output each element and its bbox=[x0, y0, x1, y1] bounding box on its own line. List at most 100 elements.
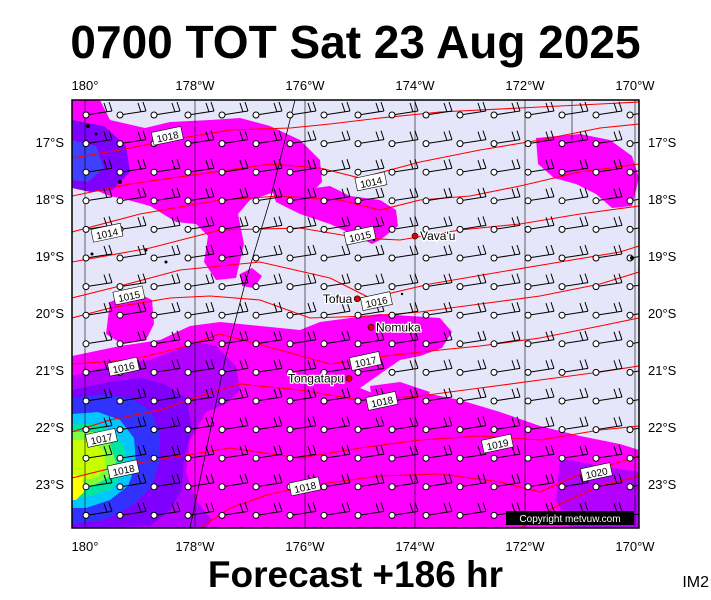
wind-barb bbox=[82, 502, 113, 519]
wind-barb bbox=[422, 273, 453, 291]
svg-text:1014: 1014 bbox=[359, 176, 383, 191]
wind-barb bbox=[320, 159, 351, 176]
wind-barb bbox=[524, 473, 555, 491]
wind-barb bbox=[456, 359, 487, 376]
lat-axis-right: 17°S 18°S 19°S 20°S 21°S 22°S 23°S bbox=[648, 135, 677, 492]
place-name: Vava'u bbox=[420, 229, 455, 243]
place-name: Tongatapu bbox=[288, 372, 344, 386]
isobar-label: 1015 bbox=[343, 225, 377, 246]
lat-label-left: 19°S bbox=[36, 249, 65, 264]
isobar-label: 1018 bbox=[151, 125, 184, 146]
wind-barb bbox=[626, 454, 639, 462]
rain-shading bbox=[72, 100, 639, 528]
wind-barb bbox=[252, 187, 283, 205]
wind-barb bbox=[116, 416, 147, 434]
wind-barb bbox=[320, 302, 351, 319]
wind-barb bbox=[82, 330, 113, 348]
wind-barb bbox=[456, 130, 487, 148]
wind-barb bbox=[626, 168, 639, 176]
lon-label-bottom: 178°W bbox=[175, 539, 215, 554]
wind-barb bbox=[184, 273, 215, 291]
wind-barb bbox=[184, 387, 215, 405]
wind-barb bbox=[388, 273, 419, 291]
isobar-label: 1014 bbox=[90, 222, 124, 243]
wind-barb bbox=[456, 473, 487, 491]
lat-label-left: 21°S bbox=[36, 363, 65, 378]
wind-barb bbox=[354, 330, 385, 348]
wind-barb bbox=[558, 216, 589, 233]
wind-barb bbox=[286, 387, 317, 405]
wind-barb bbox=[252, 473, 283, 491]
wind-barb bbox=[626, 311, 639, 319]
wind-barb bbox=[524, 416, 555, 434]
wind-barb bbox=[218, 445, 249, 462]
wind-barb bbox=[558, 416, 589, 434]
lon-label-bottom: 180° bbox=[72, 539, 99, 554]
lat-label-right: 22°S bbox=[648, 420, 677, 435]
svg-text:1019: 1019 bbox=[486, 438, 510, 453]
wind-barb bbox=[218, 502, 249, 519]
wind-barb bbox=[82, 187, 113, 205]
wind-barb bbox=[286, 416, 317, 434]
wind-barb bbox=[82, 416, 113, 434]
wind-barb bbox=[422, 187, 453, 205]
wind-barb bbox=[626, 197, 639, 205]
wind-barb bbox=[592, 302, 623, 319]
wind-barb bbox=[354, 416, 385, 434]
wind-barb bbox=[626, 426, 639, 434]
wind-barb bbox=[422, 359, 453, 376]
wind-barb bbox=[184, 302, 215, 319]
wind-barb bbox=[320, 187, 351, 205]
wind-barb bbox=[456, 387, 487, 405]
wind-barb bbox=[456, 502, 487, 519]
wind-barb bbox=[218, 101, 249, 119]
wind-barb bbox=[490, 387, 521, 405]
wind-barb bbox=[592, 416, 623, 434]
wind-barb bbox=[218, 359, 249, 376]
map-title: 0700 TOT Sat 23 Aug 2025 bbox=[70, 16, 641, 68]
place-labels: Vava'u Tofua Nomuka Tongatapu bbox=[287, 228, 457, 387]
lon-label-top: 170°W bbox=[615, 78, 655, 93]
svg-text:1016: 1016 bbox=[365, 295, 389, 310]
wind-barb bbox=[184, 445, 215, 462]
wind-barb bbox=[218, 387, 249, 405]
wind-barb bbox=[388, 187, 419, 205]
wind-barb bbox=[320, 273, 351, 291]
isobar-label: 1018 bbox=[365, 391, 399, 411]
wind-barb bbox=[116, 302, 147, 319]
wind-barb bbox=[558, 187, 589, 205]
lat-axis-left: 17°S 18°S 19°S 20°S 21°S 22°S 23°S bbox=[36, 135, 65, 492]
map-frame bbox=[71, 99, 640, 529]
wind-barb bbox=[150, 416, 181, 434]
wind-barb bbox=[490, 216, 521, 233]
wind-barb bbox=[252, 216, 283, 233]
wind-barb bbox=[592, 130, 623, 148]
isobar-label: 1020 bbox=[580, 462, 613, 482]
svg-text:1015: 1015 bbox=[348, 230, 372, 245]
wind-barb bbox=[354, 130, 385, 148]
wind-barb bbox=[82, 244, 113, 262]
wind-barb bbox=[558, 302, 589, 319]
wind-barb bbox=[184, 359, 215, 376]
wind-barb bbox=[388, 416, 419, 434]
wind-barb bbox=[184, 473, 215, 491]
wind-barb bbox=[490, 330, 521, 348]
lat-label-right: 19°S bbox=[648, 249, 677, 264]
wind-barb bbox=[490, 302, 521, 319]
wind-barb bbox=[490, 187, 521, 205]
wind-barb bbox=[626, 225, 639, 233]
wind-barb bbox=[116, 330, 147, 348]
wind-barb bbox=[116, 187, 147, 205]
wind-barb bbox=[490, 416, 521, 434]
lat-label-right: 18°S bbox=[648, 192, 677, 207]
wind-barb bbox=[82, 387, 113, 405]
wind-barb bbox=[218, 416, 249, 434]
wind-barb bbox=[490, 445, 521, 462]
wind-barb bbox=[422, 302, 453, 319]
wind-barb bbox=[320, 101, 351, 119]
wind-barb bbox=[320, 502, 351, 519]
wind-barb bbox=[320, 387, 351, 405]
wind-barb bbox=[626, 483, 639, 491]
wind-barb bbox=[524, 387, 555, 405]
wind-barb bbox=[218, 273, 249, 291]
